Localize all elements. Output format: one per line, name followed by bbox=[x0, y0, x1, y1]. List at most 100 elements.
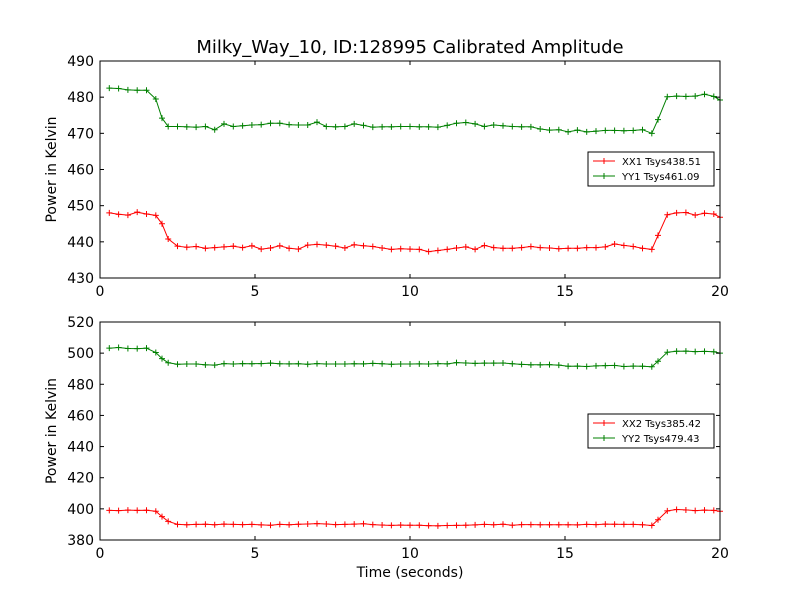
bottom-data-point bbox=[434, 360, 441, 367]
top-data-point bbox=[267, 244, 274, 251]
bottom-data-point bbox=[710, 348, 717, 355]
bottom-data-point bbox=[664, 349, 671, 356]
bottom-data-point bbox=[472, 360, 479, 367]
bottom-data-point bbox=[267, 522, 274, 529]
bottom-data-point bbox=[248, 360, 255, 367]
top-data-point bbox=[369, 243, 376, 250]
bottom-data-point bbox=[472, 521, 479, 528]
top-data-point bbox=[388, 246, 395, 253]
bottom-data-point bbox=[258, 521, 265, 528]
top-data-point bbox=[388, 123, 395, 130]
bottom-y-axis-label: Power in Kelvin bbox=[44, 378, 60, 484]
top-data-point bbox=[664, 211, 671, 218]
bottom-data-point bbox=[648, 363, 655, 370]
bottom-data-point bbox=[673, 348, 680, 355]
bottom-data-point bbox=[134, 507, 141, 514]
bottom-data-point bbox=[416, 360, 423, 367]
bottom-y-tick-label: 420 bbox=[67, 471, 94, 487]
chart-title: Milky_Way_10, ID:128995 Calibrated Ampli… bbox=[196, 37, 623, 58]
top-data-point bbox=[701, 91, 708, 98]
top-data-point bbox=[134, 87, 141, 94]
bottom-y-tick-label: 480 bbox=[67, 377, 94, 393]
bottom-data-point bbox=[620, 521, 627, 528]
bottom-data-point bbox=[518, 521, 525, 528]
top-data-point bbox=[341, 123, 348, 130]
top-data-point bbox=[692, 93, 699, 100]
bottom-legend: XX2 Tsys385.42 YY2 Tsys479.43 bbox=[587, 413, 715, 449]
top-data-point bbox=[453, 120, 460, 127]
top-data-point bbox=[593, 128, 599, 135]
top-data-point bbox=[509, 123, 516, 130]
top-data-point bbox=[341, 244, 348, 251]
bottom-data-point bbox=[314, 360, 320, 367]
top-x-tick-label: 0 bbox=[96, 284, 105, 300]
bottom-data-point bbox=[611, 521, 618, 528]
bottom-data-point bbox=[267, 360, 274, 367]
bottom-data-point bbox=[692, 348, 699, 355]
top-data-point bbox=[165, 235, 172, 242]
top-y-tick-label: 490 bbox=[67, 54, 94, 70]
bottom-data-point bbox=[115, 344, 122, 351]
top-data-point bbox=[583, 128, 590, 135]
bottom-data-point bbox=[379, 360, 386, 367]
bottom-data-point bbox=[230, 521, 237, 528]
top-data-point bbox=[286, 245, 293, 252]
bottom-data-point bbox=[509, 360, 516, 367]
bottom-data-point bbox=[143, 345, 150, 352]
top-data-point bbox=[416, 123, 423, 130]
top-data-point bbox=[143, 87, 150, 94]
bottom-data-point bbox=[527, 521, 534, 528]
bottom-data-point bbox=[124, 345, 131, 352]
top-data-point bbox=[379, 244, 386, 251]
bottom-data-point bbox=[500, 521, 506, 528]
top-data-point bbox=[183, 123, 190, 130]
top-data-point bbox=[500, 122, 506, 129]
top-data-point bbox=[193, 243, 200, 250]
bottom-data-point bbox=[360, 520, 367, 527]
bottom-data-point bbox=[500, 359, 506, 366]
bottom-data-point bbox=[174, 521, 181, 528]
top-data-point bbox=[565, 128, 572, 135]
top-data-point bbox=[379, 123, 386, 130]
bottom-data-point bbox=[655, 358, 661, 365]
top-data-point bbox=[106, 85, 113, 92]
top-data-point bbox=[682, 209, 689, 216]
bottom-data-point bbox=[106, 507, 113, 514]
top-data-point bbox=[258, 121, 265, 128]
bottom-data-point bbox=[611, 362, 618, 369]
top-data-point bbox=[481, 242, 488, 249]
top-data-point bbox=[509, 245, 516, 252]
bottom-data-point bbox=[193, 361, 200, 368]
bottom-data-point bbox=[462, 522, 469, 529]
top-data-point bbox=[425, 248, 432, 255]
top-data-point bbox=[124, 212, 131, 219]
bottom-data-point bbox=[546, 521, 553, 528]
top-data-point bbox=[648, 130, 655, 137]
top-x-tick-label: 20 bbox=[711, 284, 729, 300]
top-data-point bbox=[174, 123, 181, 130]
top-data-point bbox=[630, 243, 637, 250]
bottom-data-point bbox=[341, 361, 348, 368]
bottom-data-point bbox=[165, 359, 172, 366]
top-data-point bbox=[239, 244, 246, 251]
bottom-x-tick-label: 10 bbox=[401, 546, 419, 562]
bottom-data-point bbox=[369, 360, 376, 367]
top-data-point bbox=[221, 243, 227, 250]
bottom-data-point bbox=[490, 360, 497, 367]
top-data-point bbox=[518, 123, 525, 130]
bottom-y-tick-label: 400 bbox=[67, 502, 94, 518]
bottom-x-tick-label: 20 bbox=[711, 546, 729, 562]
top-data-point bbox=[323, 123, 330, 130]
bottom-data-point bbox=[710, 507, 717, 514]
bottom-data-point bbox=[583, 363, 590, 370]
bottom-data-point bbox=[537, 521, 544, 528]
bottom-data-point bbox=[407, 361, 413, 368]
bottom-data-point bbox=[602, 521, 609, 528]
bottom-data-point bbox=[143, 507, 150, 514]
bottom-data-point bbox=[453, 359, 460, 366]
bottom-data-point bbox=[152, 508, 159, 515]
bottom-data-point bbox=[379, 522, 386, 529]
top-data-point bbox=[183, 244, 190, 251]
bottom-data-point bbox=[295, 521, 302, 528]
top-data-point bbox=[407, 123, 413, 130]
